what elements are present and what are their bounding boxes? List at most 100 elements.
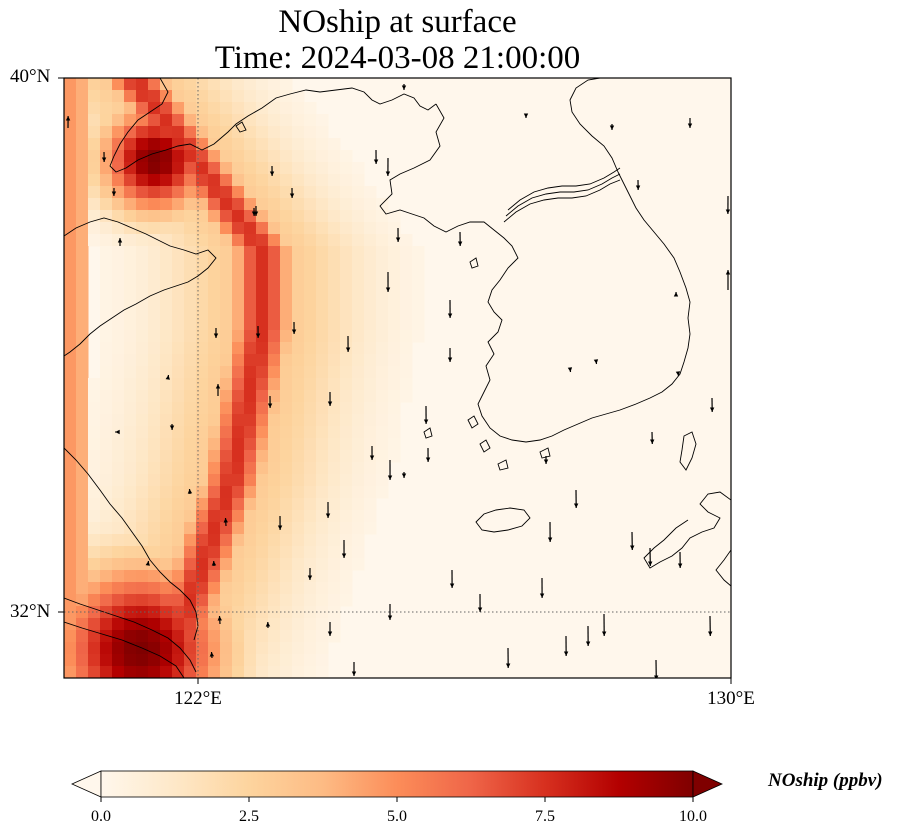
field-cell [136, 570, 149, 583]
wind-vector-head [401, 85, 407, 90]
field-cell [172, 594, 185, 607]
field-cell [340, 306, 353, 319]
field-cell [124, 666, 137, 678]
field-cell [76, 366, 89, 379]
field-cell [376, 294, 389, 307]
field-cell [280, 498, 293, 511]
field-cell [376, 282, 389, 295]
field-cell [316, 438, 329, 451]
field-cell [304, 282, 317, 295]
field-cell [148, 510, 161, 523]
field-cell [256, 78, 269, 91]
field-cell [232, 570, 245, 583]
field-cell [316, 210, 329, 223]
field-cell [76, 150, 89, 163]
field-cell [100, 642, 113, 655]
field-cell [148, 462, 161, 475]
field-cell [244, 174, 257, 187]
field-cell [268, 234, 281, 247]
field-cell [232, 270, 245, 283]
field-cell [328, 258, 341, 271]
field-cell [196, 558, 209, 571]
coastline-jiangsu [64, 447, 199, 641]
field-cell [352, 438, 365, 451]
field-cell [196, 426, 209, 439]
field-cell [112, 354, 125, 367]
wind-vector-head [423, 419, 429, 424]
field-cell [196, 462, 209, 475]
field-cell [64, 498, 77, 511]
field-cell [256, 162, 269, 175]
field-cell [244, 450, 257, 463]
field-cell [184, 126, 197, 139]
field-cell [184, 294, 197, 307]
field-cell [88, 90, 101, 103]
field-cell [352, 450, 365, 463]
field-cell [124, 366, 137, 379]
field-cell [136, 462, 149, 475]
field-cell [244, 522, 257, 535]
field-cell [328, 498, 341, 511]
field-cell [160, 114, 173, 127]
field-cell [124, 258, 137, 271]
field-cell [160, 234, 173, 247]
wind-vector-head [387, 615, 393, 620]
field-cell [160, 78, 173, 91]
field-cell [268, 318, 281, 331]
field-cell [124, 630, 137, 643]
field-cell [280, 78, 293, 91]
field-cell [304, 366, 317, 379]
field-cell [244, 558, 257, 571]
field-cell [148, 642, 161, 655]
field-cell [88, 522, 101, 535]
field-cell [100, 558, 113, 571]
wind-vector-head [687, 123, 693, 128]
field-cell [76, 570, 89, 583]
field-cell [268, 198, 281, 211]
field-cell [244, 486, 257, 499]
field-cell [244, 306, 257, 319]
field-cell [76, 642, 89, 655]
field-cell [184, 378, 197, 391]
field-cell [184, 282, 197, 295]
field-cell [64, 390, 77, 403]
field-cell [148, 606, 161, 619]
field-cell [364, 342, 377, 355]
field-cell [88, 474, 101, 487]
field-cell [220, 558, 233, 571]
field-cell [112, 522, 125, 535]
field-cell [244, 438, 257, 451]
field-cell [232, 618, 245, 631]
field-cell [328, 462, 341, 475]
field-cell [160, 306, 173, 319]
field-cell [184, 582, 197, 595]
field-cell [280, 354, 293, 367]
field-cell [112, 582, 125, 595]
wind-vector-head [593, 359, 599, 364]
field-cell [232, 510, 245, 523]
field-cell [292, 450, 305, 463]
field-cell [364, 438, 377, 451]
wind-vector-head [289, 193, 295, 198]
field-cell [196, 126, 209, 139]
field-cell [400, 282, 413, 295]
field-cell [352, 234, 365, 247]
field-cell [148, 522, 161, 535]
field-cell [100, 246, 113, 259]
field-cell [256, 642, 269, 655]
field-cell [328, 306, 341, 319]
field-cell [112, 126, 125, 139]
field-cell [208, 186, 221, 199]
field-cell [64, 354, 77, 367]
field-cell [280, 486, 293, 499]
field-cell [148, 162, 161, 175]
field-cell [388, 234, 401, 247]
wind-vector-head [101, 157, 107, 162]
field-cell [232, 474, 245, 487]
field-cell [328, 558, 341, 571]
field-cell [172, 318, 185, 331]
field-cell [220, 462, 233, 475]
field-cell [136, 594, 149, 607]
field-cell [280, 138, 293, 151]
field-cell [64, 642, 77, 655]
